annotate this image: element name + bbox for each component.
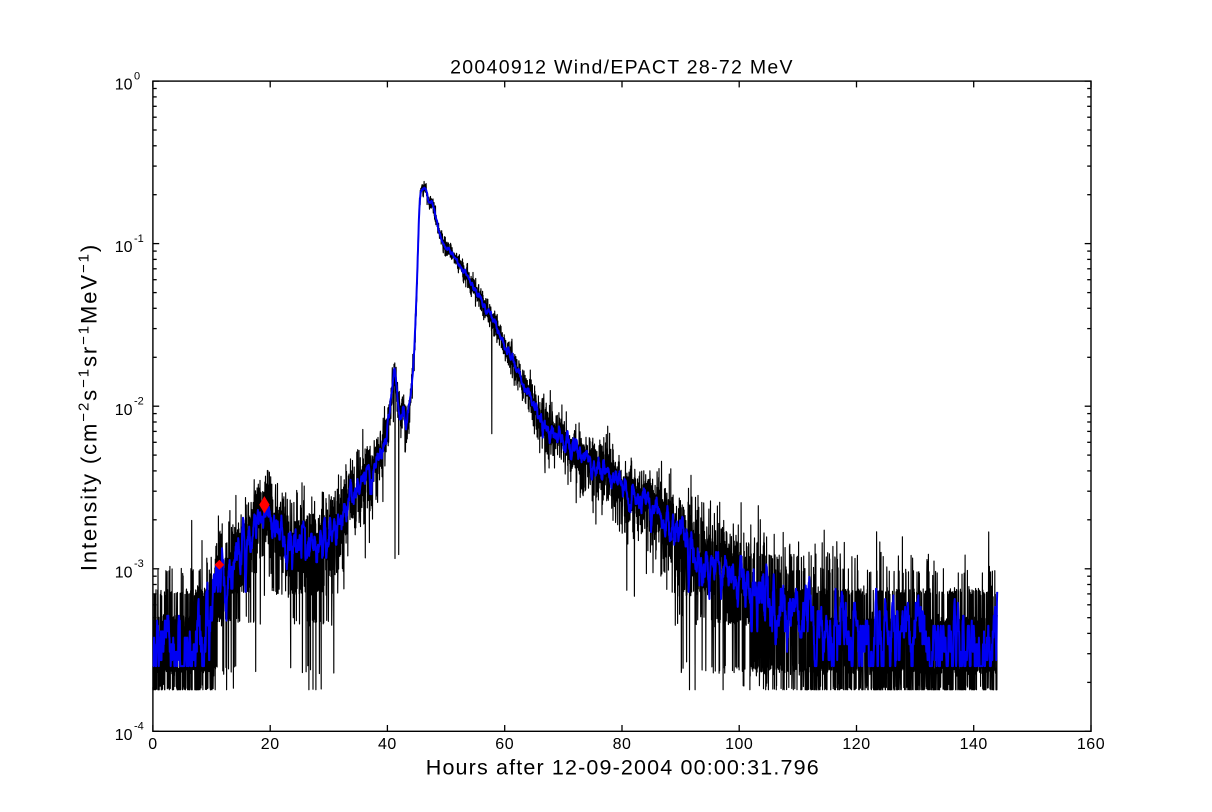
- svg-text:-2: -2: [134, 396, 144, 408]
- svg-text:160: 160: [1077, 736, 1105, 753]
- svg-text:10: 10: [115, 402, 133, 419]
- svg-text:140: 140: [960, 736, 988, 753]
- svg-text:20040912 Wind/EPACT 28-72 MeV: 20040912 Wind/EPACT 28-72 MeV: [450, 57, 794, 79]
- svg-text:0: 0: [148, 736, 157, 753]
- svg-text:Hours after 12-09-2004 00:00:3: Hours after 12-09-2004 00:00:31.796: [426, 756, 820, 780]
- svg-text:-4: -4: [134, 721, 144, 733]
- svg-text:-3: -3: [134, 558, 144, 570]
- svg-text:Intensity (cm−2s−1sr−1MeV−1): Intensity (cm−2s−1sr−1MeV−1): [76, 243, 102, 571]
- svg-text:10: 10: [115, 564, 133, 581]
- svg-text:120: 120: [842, 736, 870, 753]
- svg-text:0: 0: [134, 71, 140, 83]
- svg-text:10: 10: [115, 727, 133, 744]
- svg-text:20: 20: [261, 736, 280, 753]
- svg-text:100: 100: [725, 736, 753, 753]
- svg-text:40: 40: [378, 736, 397, 753]
- svg-text:-1: -1: [134, 233, 144, 245]
- svg-text:10: 10: [115, 77, 133, 94]
- svg-text:80: 80: [613, 736, 632, 753]
- svg-text:60: 60: [495, 736, 514, 753]
- svg-text:10: 10: [115, 239, 133, 256]
